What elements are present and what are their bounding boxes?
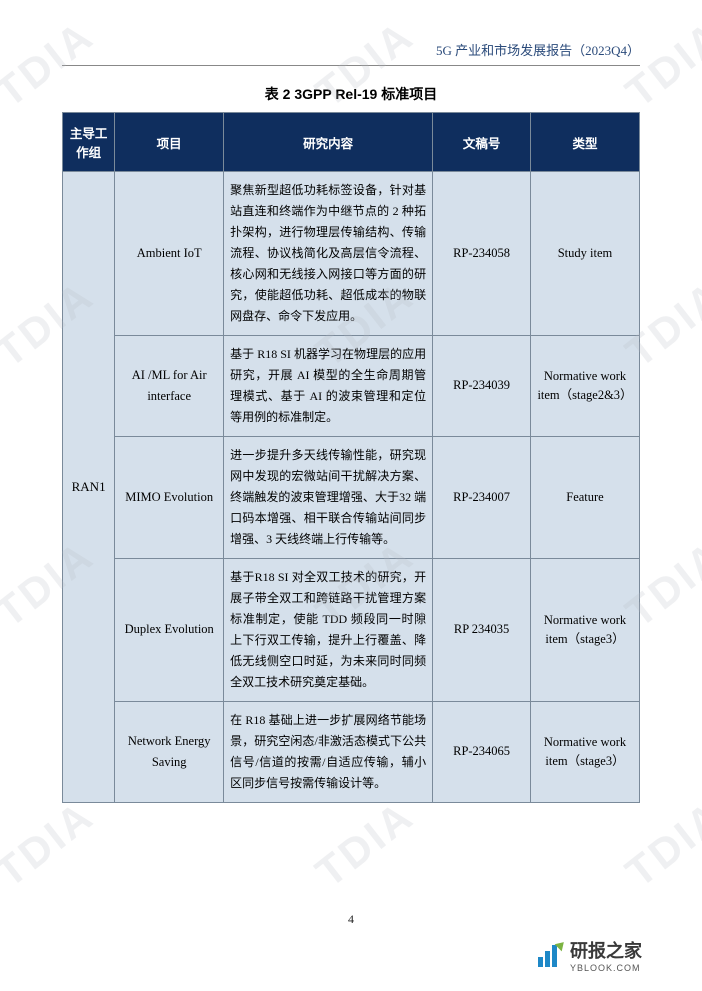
cell-doc: RP-234065 xyxy=(433,702,531,803)
document-page: 5G 产业和市场发展报告（2023Q4） 表 2 3GPP Rel-19 标准项… xyxy=(0,0,702,991)
cell-project: Ambient IoT xyxy=(115,172,224,336)
table-row: Duplex Evolution 基于R18 SI 对全双工技术的研究，开展子带… xyxy=(63,559,640,702)
footer-logo: 研报之家 YBLOOK.COM xyxy=(538,937,642,973)
footer-brand: 研报之家 xyxy=(570,937,642,963)
cell-doc: RP-234058 xyxy=(433,172,531,336)
cell-content: 基于 R18 SI 机器学习在物理层的应用研究，开展 AI 模型的全生命周期管理… xyxy=(224,336,433,437)
col-doc: 文稿号 xyxy=(433,113,531,172)
watermark: TDIA xyxy=(0,791,103,897)
cell-type: Normative work item（stage2&3） xyxy=(531,336,640,437)
cell-group: RAN1 xyxy=(63,172,115,803)
watermark: TDIA xyxy=(617,791,702,897)
col-type: 类型 xyxy=(531,113,640,172)
footer-chart-icon xyxy=(538,943,566,967)
col-project: 项目 xyxy=(115,113,224,172)
cell-content: 基于R18 SI 对全双工技术的研究，开展子带全双工和跨链路干扰管理方案标准制定… xyxy=(224,559,433,702)
col-group: 主导工作组 xyxy=(63,113,115,172)
standards-table: 主导工作组 项目 研究内容 文稿号 类型 RAN1 Ambient IoT 聚焦… xyxy=(62,112,640,803)
cell-project: MIMO Evolution xyxy=(115,437,224,559)
footer-text-block: 研报之家 YBLOOK.COM xyxy=(570,937,642,973)
cell-type: Study item xyxy=(531,172,640,336)
cell-doc: RP 234035 xyxy=(433,559,531,702)
table-row: RAN1 Ambient IoT 聚焦新型超低功耗标签设备，针对基站直连和终端作… xyxy=(63,172,640,336)
cell-type: Normative work item（stage3） xyxy=(531,559,640,702)
cell-project: Duplex Evolution xyxy=(115,559,224,702)
cell-project: Network Energy Saving xyxy=(115,702,224,803)
cell-type: Normative work item（stage3） xyxy=(531,702,640,803)
cell-content: 聚焦新型超低功耗标签设备，针对基站直连和终端作为中继节点的 2 种拓扑架构，进行… xyxy=(224,172,433,336)
page-header: 5G 产业和市场发展报告（2023Q4） xyxy=(62,40,640,66)
table-row: AI /ML for Air interface 基于 R18 SI 机器学习在… xyxy=(63,336,640,437)
cell-type: Feature xyxy=(531,437,640,559)
cell-doc: RP-234039 xyxy=(433,336,531,437)
footer-url: YBLOOK.COM xyxy=(570,963,642,973)
page-number: 4 xyxy=(0,912,702,927)
header-title: 5G 产业和市场发展报告（2023Q4） xyxy=(436,43,640,58)
table-caption: 表 2 3GPP Rel-19 标准项目 xyxy=(62,84,640,104)
col-content: 研究内容 xyxy=(224,113,433,172)
cell-content: 进一步提升多天线传输性能，研究现网中发现的宏微站间干扰解决方案、终端触发的波束管… xyxy=(224,437,433,559)
table-row: Network Energy Saving 在 R18 基础上进一步扩展网络节能… xyxy=(63,702,640,803)
cell-doc: RP-234007 xyxy=(433,437,531,559)
cell-project: AI /ML for Air interface xyxy=(115,336,224,437)
watermark: TDIA xyxy=(307,791,423,897)
cell-content: 在 R18 基础上进一步扩展网络节能场景，研究空闲态/非激活态模式下公共信号/信… xyxy=(224,702,433,803)
table-row: MIMO Evolution 进一步提升多天线传输性能，研究现网中发现的宏微站间… xyxy=(63,437,640,559)
table-header-row: 主导工作组 项目 研究内容 文稿号 类型 xyxy=(63,113,640,172)
